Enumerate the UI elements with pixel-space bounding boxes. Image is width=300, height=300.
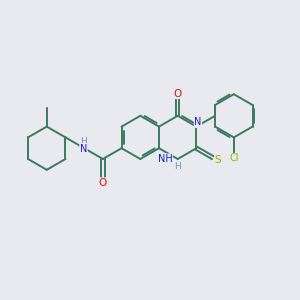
Text: O: O: [174, 88, 182, 98]
Text: Cl: Cl: [229, 153, 239, 164]
Text: H: H: [174, 162, 181, 171]
Text: NH: NH: [158, 154, 172, 164]
Text: S: S: [215, 155, 221, 165]
Text: H: H: [80, 137, 87, 146]
Text: O: O: [99, 178, 107, 188]
Text: N: N: [194, 117, 202, 128]
Text: N: N: [80, 143, 87, 154]
